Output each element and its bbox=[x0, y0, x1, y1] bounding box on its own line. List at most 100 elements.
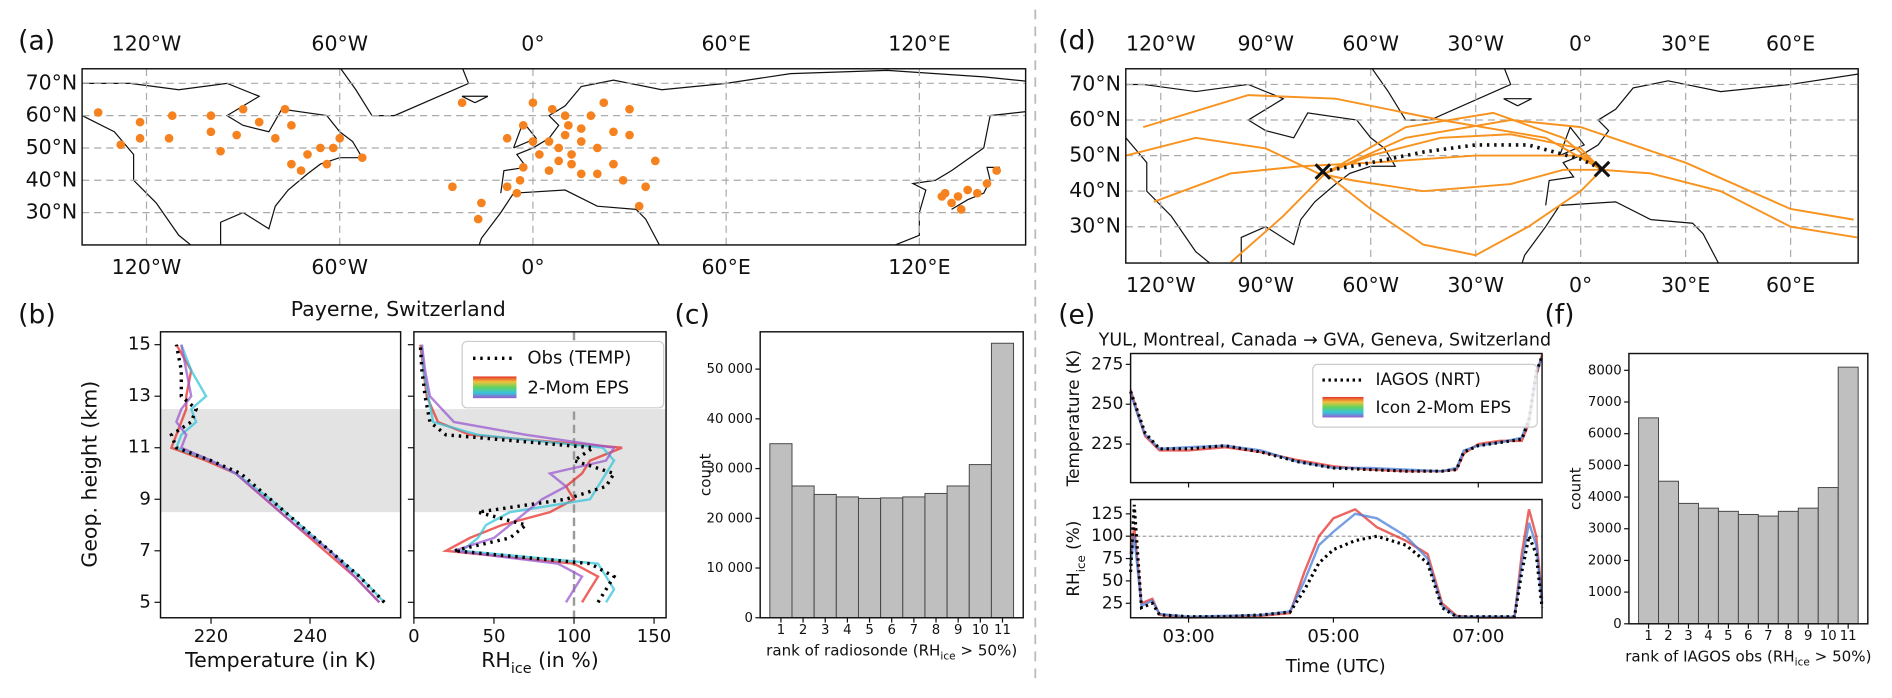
bar bbox=[990, 342, 1015, 619]
y-tick-label: 50°N bbox=[1069, 143, 1121, 167]
map-background bbox=[82, 68, 1026, 245]
trajectory bbox=[1125, 136, 1319, 175]
x-tick-label: 5 bbox=[865, 623, 873, 638]
x-tick-label: 90°W bbox=[1237, 273, 1294, 297]
tropopause-band bbox=[160, 409, 401, 513]
observation-line bbox=[1129, 355, 1544, 473]
station bbox=[547, 104, 557, 114]
station bbox=[544, 137, 554, 146]
coastline bbox=[1521, 201, 1720, 264]
bar bbox=[791, 485, 815, 619]
y-tick-label: 275 bbox=[1091, 353, 1123, 373]
station bbox=[972, 188, 982, 198]
trajectory bbox=[1324, 169, 1603, 257]
station bbox=[167, 111, 177, 120]
map-area bbox=[1125, 68, 1859, 264]
x-tick-label: 1 bbox=[1644, 629, 1652, 644]
station bbox=[586, 111, 596, 120]
y-tick-label: 60°N bbox=[26, 103, 78, 127]
x-tick-label: 7 bbox=[1764, 629, 1772, 644]
x-tick-label: 0° bbox=[521, 32, 544, 56]
y-tick-label: 50 000 bbox=[707, 362, 753, 377]
y-tick-label: 4000 bbox=[1588, 490, 1622, 505]
y-tick-label: 5000 bbox=[1588, 458, 1622, 473]
legend-label: Obs (TEMP) bbox=[527, 347, 631, 368]
x-tick-label: 8 bbox=[1784, 629, 1792, 644]
x-tick-label: 150 bbox=[637, 626, 672, 647]
y-axis-label: count bbox=[1566, 467, 1584, 510]
airport-marker bbox=[1314, 163, 1332, 180]
x-tick-label: 5 bbox=[1724, 629, 1732, 644]
station bbox=[567, 150, 576, 159]
x-tick-label: 120°E bbox=[888, 32, 950, 56]
station bbox=[280, 104, 290, 114]
ensemble-member bbox=[1129, 507, 1544, 619]
panel-label: (d) bbox=[1058, 26, 1096, 57]
observation-line bbox=[169, 344, 386, 604]
station bbox=[287, 159, 296, 169]
label-part: rank of IAGOS obs (RH bbox=[1625, 647, 1794, 665]
x-tick-label: 8 bbox=[932, 623, 940, 638]
panel-label: (e) bbox=[1058, 300, 1095, 331]
bar bbox=[1717, 510, 1739, 625]
station bbox=[528, 137, 538, 146]
y-tick-label: 6000 bbox=[1588, 427, 1622, 442]
station bbox=[206, 111, 216, 120]
bar bbox=[1658, 480, 1679, 625]
station bbox=[303, 150, 312, 159]
station bbox=[287, 120, 296, 130]
legend-swatch bbox=[1322, 396, 1364, 418]
x-axis-label: Temperature (in K) bbox=[184, 648, 376, 672]
coastline bbox=[500, 69, 1026, 194]
x-tick-label: 6 bbox=[887, 623, 895, 638]
station bbox=[560, 111, 570, 120]
station bbox=[93, 108, 103, 117]
label-part: > 50%) bbox=[956, 641, 1018, 659]
x-axis-label: Time (UTC) bbox=[1285, 656, 1386, 677]
x-tick-label: 60°E bbox=[1766, 273, 1815, 297]
x-tick-label: 0° bbox=[1569, 32, 1592, 56]
x-tick-label: 03:00 bbox=[1162, 626, 1214, 647]
y-tick-label: 50°N bbox=[26, 135, 78, 159]
station bbox=[270, 133, 280, 143]
x-tick-label: 220 bbox=[194, 626, 229, 647]
map-background bbox=[1125, 68, 1859, 264]
trajectory bbox=[1230, 172, 1326, 264]
bar bbox=[1678, 502, 1699, 625]
y-tick-label: 20 000 bbox=[707, 511, 753, 526]
x-axis-label: rank of radiosonde (RHice > 50%) bbox=[766, 641, 1017, 663]
ensemble-member bbox=[419, 344, 623, 603]
station bbox=[554, 156, 564, 166]
coastline bbox=[82, 82, 364, 245]
y-tick-label: 11 bbox=[128, 437, 151, 458]
ensemble-member bbox=[1129, 357, 1544, 473]
bar bbox=[1757, 515, 1779, 625]
station bbox=[357, 153, 367, 163]
x-tick-label: 3 bbox=[821, 623, 829, 638]
panel-label: (c) bbox=[675, 300, 710, 331]
y-tick-label: 7000 bbox=[1588, 395, 1622, 410]
station bbox=[528, 98, 538, 108]
station bbox=[316, 143, 325, 153]
station bbox=[502, 133, 512, 143]
station bbox=[206, 127, 216, 137]
bar bbox=[1837, 366, 1859, 625]
x-tick-label: 3 bbox=[1684, 629, 1692, 644]
x-tick-label: 50 bbox=[482, 626, 505, 647]
trajectory bbox=[1324, 111, 1603, 175]
station bbox=[216, 146, 225, 156]
airport-marker bbox=[1593, 160, 1611, 178]
y-tick-label: 30 000 bbox=[707, 462, 753, 477]
ensemble-member bbox=[1129, 512, 1544, 618]
y-tick-label: 0 bbox=[744, 611, 752, 626]
y-tick-label: 10 000 bbox=[707, 561, 753, 576]
x-axis-label: RHice (in %) bbox=[481, 648, 599, 677]
station bbox=[473, 214, 483, 224]
y-tick-label: 70°N bbox=[1069, 71, 1121, 95]
station bbox=[576, 169, 586, 179]
station bbox=[535, 150, 544, 159]
label-part: RH bbox=[481, 648, 511, 672]
ensemble-member bbox=[420, 344, 617, 603]
station bbox=[448, 182, 457, 192]
bar bbox=[835, 496, 859, 619]
